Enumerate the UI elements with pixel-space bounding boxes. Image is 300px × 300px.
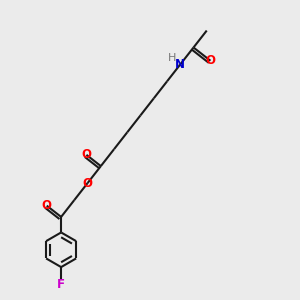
Text: N: N xyxy=(175,58,185,71)
Text: O: O xyxy=(206,54,215,67)
Text: O: O xyxy=(42,199,52,212)
Text: H: H xyxy=(168,53,176,63)
Text: O: O xyxy=(82,176,93,190)
Text: O: O xyxy=(81,148,92,161)
Text: F: F xyxy=(57,278,65,291)
